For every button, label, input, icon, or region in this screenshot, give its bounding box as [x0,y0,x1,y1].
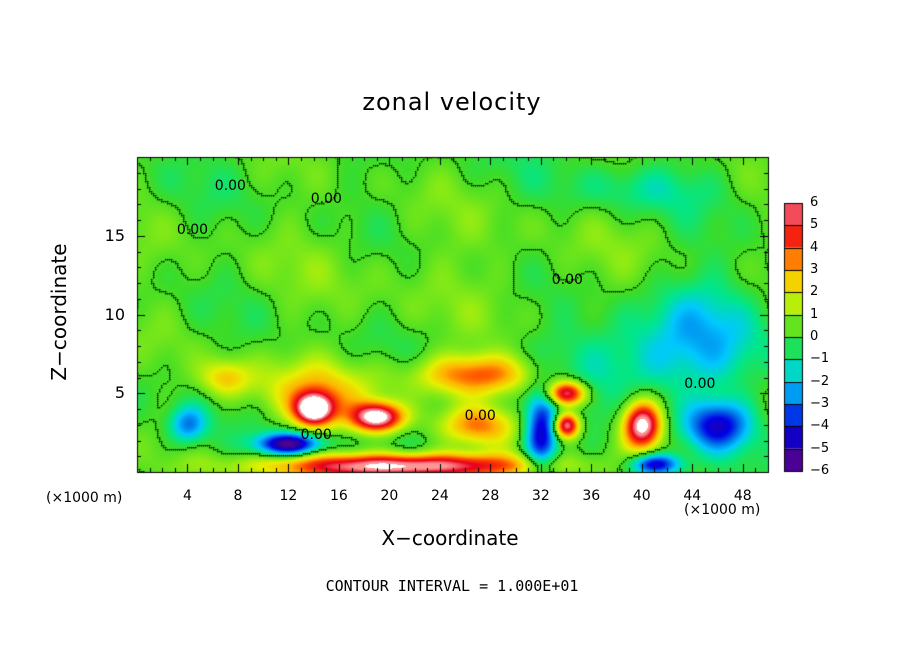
contour-label: 0.00 [310,190,342,207]
x-tick-label: 32 [531,488,550,504]
x-tick-label: 40 [632,488,651,504]
colorbar-tick-label: 2 [810,284,819,300]
colorbar-tick-label: 4 [810,239,819,255]
x-tick-label: 44 [683,488,702,504]
y-tick-label: 5 [114,383,125,403]
y-tick-label: 15 [104,225,125,245]
contour-label: 0.00 [300,426,332,443]
contour-label: 0.00 [551,272,583,289]
contour-label: 0.00 [214,177,246,194]
x-tick-label: 4 [183,488,192,504]
x-tick-label: 24 [430,488,449,504]
colorbar-tick-label: −6 [810,463,830,478]
chart-title: zonal velocity [362,88,542,116]
contour-label: 0.00 [464,407,496,424]
x-tick-label: 12 [279,488,298,504]
x-tick-label: 28 [481,488,500,504]
contour-interval-note: CONTOUR INTERVAL = 1.000E+01 [325,577,579,595]
x-tick-label: 20 [380,488,399,504]
colorbar-tick-label: 6 [810,195,819,210]
x-tick-label: 8 [233,488,243,504]
x-tick-label: 16 [329,488,348,504]
colorbar-tick-label: −5 [810,440,830,456]
x-unit-label-right: (×1000 m) [684,502,761,518]
colorbar-tick-label: 3 [810,262,819,277]
x-tick-label: 36 [582,488,601,504]
x-tick-label: 48 [733,488,752,504]
colorbar-tick-label: 0 [810,329,819,344]
colorbar-tick-label: −1 [810,351,830,367]
x-unit-label-left: (×1000 m) [46,490,123,506]
colorbar-tick-label: −4 [810,418,830,434]
x-axis-label: X−coordinate [381,526,519,550]
contour-label: 0.00 [176,222,209,239]
y-tick-label: 10 [104,304,125,324]
colorbar-tick-label: 1 [810,306,819,322]
colorbar-tick-label: −3 [810,396,830,411]
colorbar-tick-label: −2 [810,373,830,389]
contour-label: 0.00 [684,376,716,393]
colorbar-tick-label: 5 [810,217,819,233]
